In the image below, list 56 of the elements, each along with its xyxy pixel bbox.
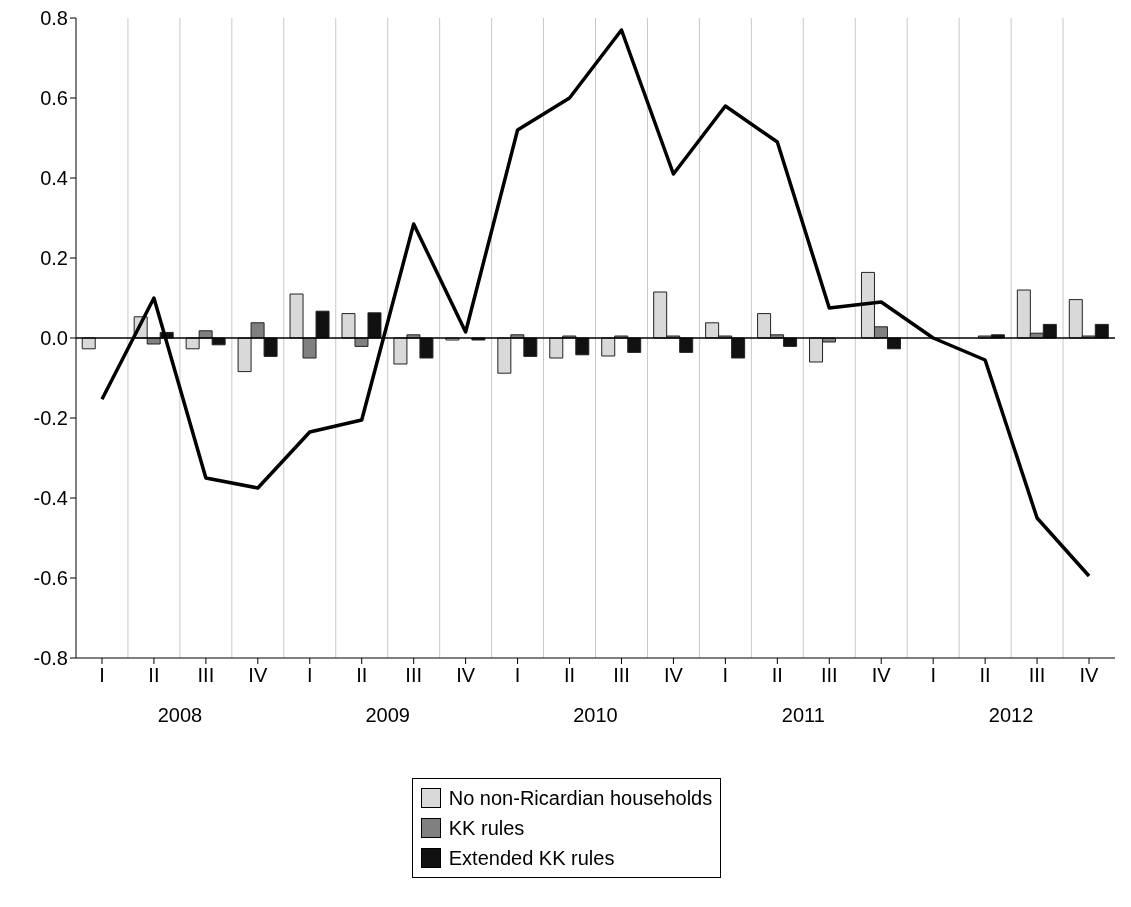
x-tick-label: I bbox=[99, 664, 105, 686]
y-tick-label: 0.6 bbox=[40, 87, 68, 110]
bar bbox=[341, 313, 356, 339]
bar bbox=[250, 322, 265, 339]
bar bbox=[237, 337, 252, 373]
x-tick-label: IV bbox=[871, 664, 892, 686]
text: 2010 bbox=[573, 704, 618, 726]
bar bbox=[185, 337, 200, 350]
x-tick-label: III bbox=[1028, 664, 1046, 686]
bar bbox=[419, 337, 434, 359]
y-tick-label: 0.4 bbox=[40, 167, 68, 190]
x-tick-label: I bbox=[930, 664, 936, 686]
text: 2011 bbox=[781, 704, 825, 726]
text: 2008 bbox=[157, 704, 203, 726]
text: 2009 bbox=[365, 704, 410, 726]
y-tick-label: -0.4 bbox=[33, 487, 68, 510]
legend-label: KK rules bbox=[448, 816, 525, 840]
x-tick-label: IV bbox=[248, 664, 268, 686]
legend-label: Extended KK rules bbox=[448, 846, 615, 870]
x-tick-label: II bbox=[979, 664, 991, 686]
bar bbox=[393, 337, 408, 365]
x-tick-label: III bbox=[405, 664, 423, 686]
x-tick-label: III bbox=[197, 664, 215, 686]
x-tick-label: I bbox=[514, 664, 521, 686]
bar bbox=[367, 312, 382, 339]
y-tick-label: -0.8 bbox=[33, 647, 68, 670]
x-tick-label: IV bbox=[456, 664, 476, 686]
y-tick-label: 0.8 bbox=[40, 7, 68, 30]
x-tick-label: III bbox=[613, 664, 630, 686]
x-tick-label: I bbox=[722, 664, 729, 686]
y-tick-label: 0.0 bbox=[40, 327, 68, 350]
x-tick-label: IV bbox=[1079, 664, 1100, 686]
bar bbox=[549, 337, 564, 359]
bar bbox=[601, 337, 616, 357]
bar bbox=[575, 337, 590, 356]
bar bbox=[315, 310, 330, 339]
bar bbox=[263, 337, 278, 357]
y-tick-label: 0.2 bbox=[40, 247, 68, 270]
bar bbox=[627, 337, 642, 353]
x-tick-label: I bbox=[306, 664, 313, 686]
y-tick-label: -0.6 bbox=[33, 567, 68, 590]
text: 2012 bbox=[988, 704, 1034, 726]
y-tick-label: -0.2 bbox=[33, 407, 68, 430]
legend-label: No non-Ricardian households bbox=[448, 786, 713, 810]
bar bbox=[523, 337, 538, 357]
x-tick-label: II bbox=[771, 664, 783, 686]
bar bbox=[731, 337, 746, 359]
x-tick-label: II bbox=[356, 664, 368, 686]
bar bbox=[679, 337, 694, 353]
x-tick-label: II bbox=[563, 664, 576, 686]
bar bbox=[289, 293, 304, 339]
bar bbox=[497, 337, 512, 374]
x-tick-label: III bbox=[820, 664, 838, 686]
bar bbox=[302, 337, 317, 359]
x-tick-label: II bbox=[148, 664, 160, 686]
x-tick-label: IV bbox=[663, 664, 684, 686]
